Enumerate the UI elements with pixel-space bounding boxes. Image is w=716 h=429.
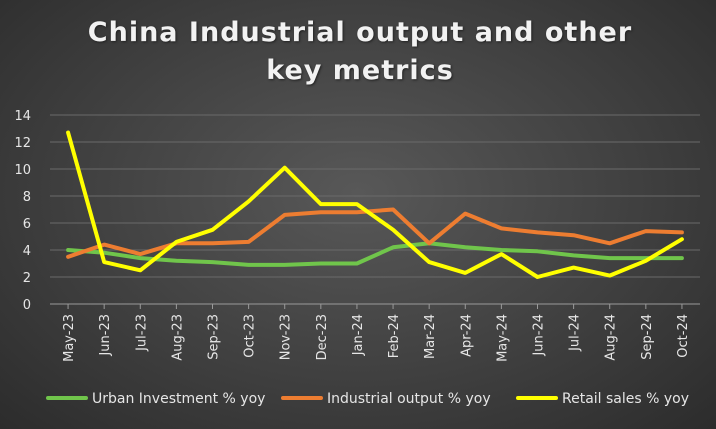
x-tick-label: Jul-24: [568, 314, 583, 352]
chart-title: China Industrial output and other key me…: [87, 17, 633, 86]
x-tick-label: Sep-24: [640, 314, 655, 360]
x-tick-label: Aug-24: [604, 314, 619, 361]
x-tick-label: Dec-23: [315, 314, 330, 360]
series-line: [66, 241, 684, 267]
legend-label: Industrial output % yoy: [327, 391, 491, 407]
y-tick-label: 14: [14, 109, 31, 124]
legend-label: Urban Investment % yoy: [92, 391, 265, 407]
x-tick-label: May-23: [62, 314, 77, 362]
x-tick-label: Oct-23: [243, 314, 258, 358]
x-tick-label: May-24: [495, 314, 510, 362]
x-tick-label: Feb-24: [387, 314, 402, 358]
y-tick-label: 6: [23, 217, 31, 232]
x-tick-label: Jan-24: [351, 314, 366, 356]
x-tick-label: Oct-24: [676, 314, 691, 358]
x-tick-label: Mar-24: [423, 314, 438, 359]
gridlines: [50, 114, 700, 305]
x-tick-label: Apr-24: [459, 314, 474, 357]
series-lines: [66, 130, 684, 279]
x-tick-label: Jun-23: [98, 314, 113, 357]
y-tick-label: 2: [23, 271, 31, 286]
legend: Urban Investment % yoy Industrial output …: [46, 391, 689, 407]
y-tick-label: 8: [23, 190, 31, 205]
y-axis-ticks: 0 2 4 6 8 10 12 14: [14, 109, 31, 313]
y-tick-label: 12: [14, 136, 31, 151]
y-tick-label: 4: [23, 244, 31, 259]
y-tick-label: 0: [23, 298, 31, 313]
legend-label: Retail sales % yoy: [562, 391, 689, 407]
x-tick-label: Nov-23: [279, 314, 294, 360]
x-tick-label: Jul-23: [134, 314, 149, 352]
x-tick-label: Aug-23: [170, 314, 185, 361]
y-tick-label: 10: [14, 163, 31, 178]
x-axis-ticks: May-23 Jun-23 Jul-23 Aug-23 Sep-23 Oct-23 Nov-…: [62, 304, 691, 362]
series-line: [66, 130, 684, 279]
x-tick-label: Jun-24: [532, 314, 547, 357]
x-tick-label: Sep-23: [207, 314, 222, 360]
